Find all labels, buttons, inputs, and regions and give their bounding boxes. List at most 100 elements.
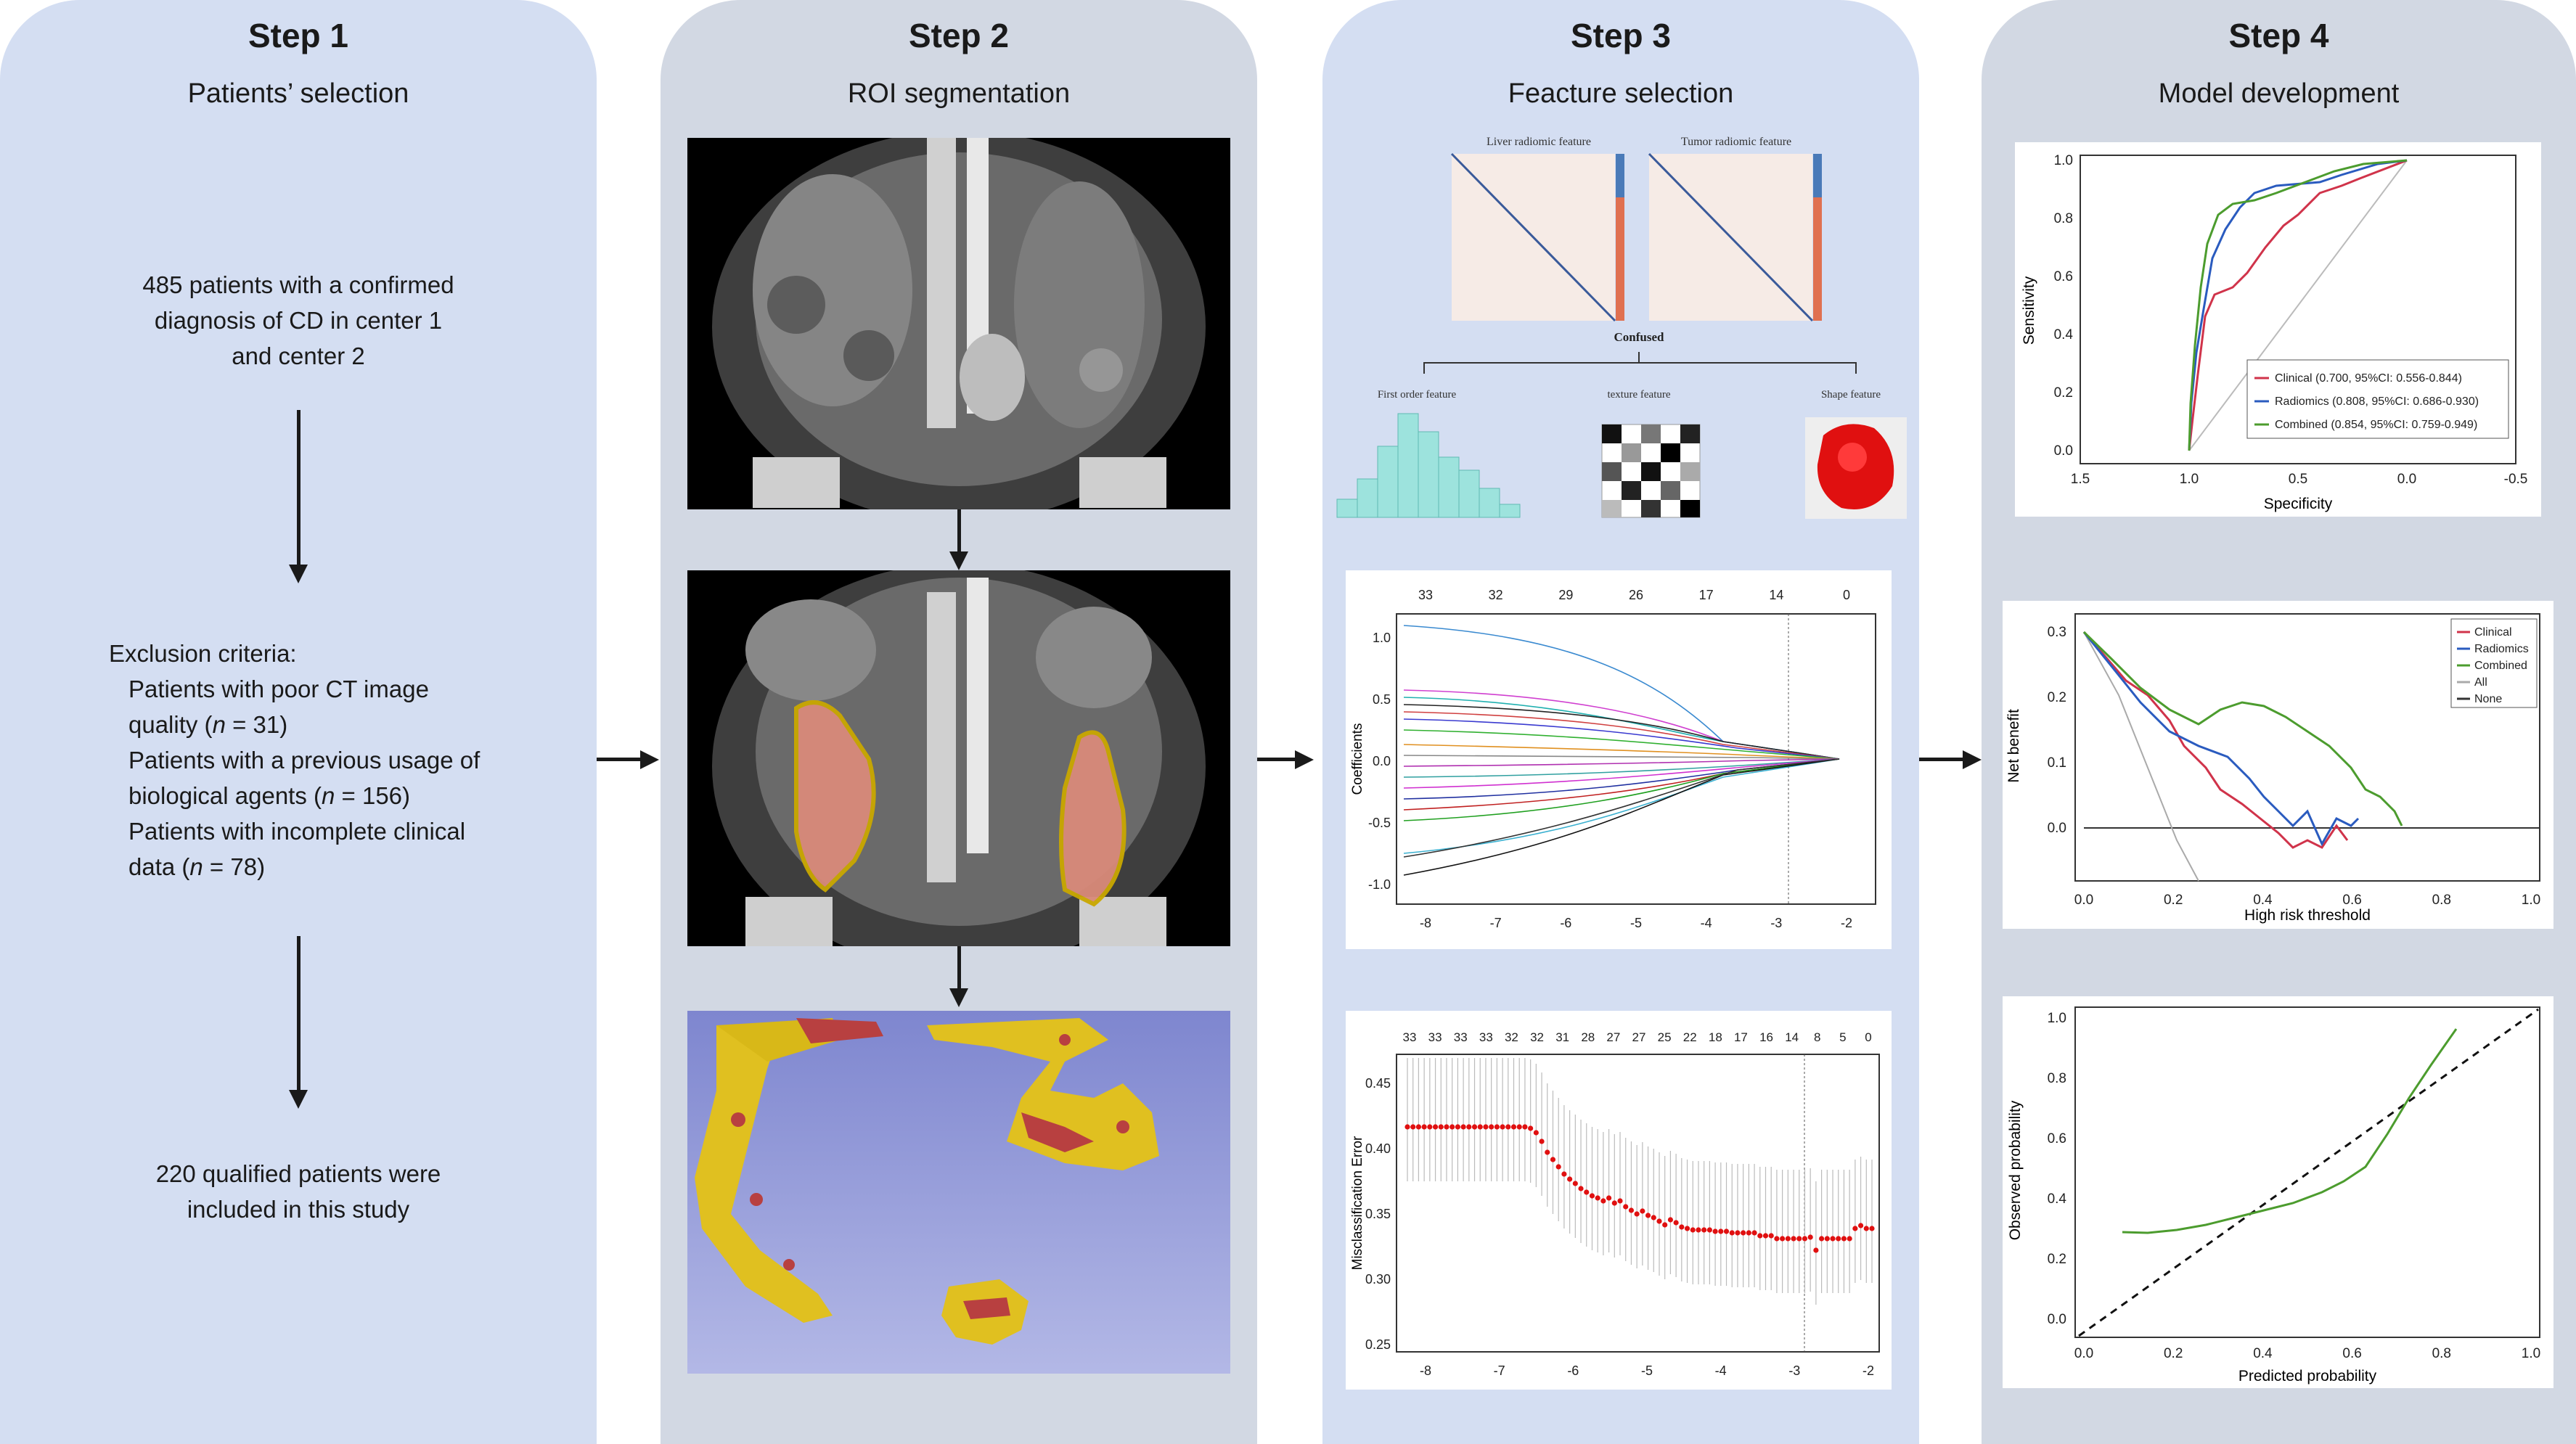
cv-point [1584,1189,1590,1195]
tick-label: 0.4 [2048,1191,2067,1207]
tick-label: 0.4 [2054,327,2074,342]
arrow-shaft [957,509,961,553]
cv-point [1483,1124,1489,1130]
y-axis-label: Coefficients [1350,723,1365,795]
step-subtitle: ROI segmentation [847,78,1071,109]
tick-label: -3 [1770,916,1782,930]
cv-point [1415,1124,1422,1130]
tick-label: 0.2 [2048,690,2066,705]
cv-point [1427,1124,1433,1130]
cv-point [1830,1236,1836,1242]
roc-curve-combined [2188,159,2408,451]
cv-point [1539,1139,1545,1144]
3d-reconstruction-image [687,1011,1230,1374]
cv-point [1489,1124,1495,1130]
arrow-head [949,988,968,1007]
tick-label: 0.2 [2054,385,2073,401]
cv-point [1600,1198,1606,1204]
feature-overview: Liver radiomic feature Tumor radiomic fe… [1336,136,1907,519]
cv-point [1751,1230,1757,1236]
tick-label: 26 [1629,588,1643,602]
cv-point [1706,1227,1712,1233]
x-tick-labels: -8 -7 -6 -5 -4 -3 -2 [1420,1363,1874,1378]
cv-point [1857,1223,1864,1228]
cv-point [1516,1124,1522,1130]
tick-label: 0.6 [2048,1131,2066,1146]
tick-label: 0.0 [2048,821,2066,836]
cv-point [1667,1217,1674,1223]
y-tick-labels: 1.0 0.8 0.6 0.4 0.2 0.0 [2048,1011,2067,1327]
dca-legend: Clinical Radiomics Combined All None [2450,618,2538,708]
arrow-shaft [597,758,642,761]
tick-label: 0 [1865,1030,1871,1044]
cv-point [1438,1124,1444,1130]
tick-label: 33 [1454,1030,1468,1044]
cv-point [1819,1236,1825,1242]
arrow-shaft [957,946,961,990]
cv-point [1645,1213,1651,1218]
arrow-shaft [1257,758,1296,761]
tick-label: 0 [1843,588,1850,602]
cv-point [1723,1228,1730,1234]
tick-label: 29 [1558,588,1573,602]
cv-point [1555,1164,1561,1170]
legend-label: Radiomics [2474,643,2529,655]
tick-label: -6 [1567,1363,1579,1378]
arrow-head [289,565,308,583]
tick-label: -7 [1494,1363,1505,1378]
y-tick-labels: 1.0 0.8 0.6 0.4 0.2 0.0 [2054,153,2074,459]
cv-point [1712,1228,1718,1234]
tick-label: 17 [1699,588,1714,602]
x-tick-labels: -8 -7 -6 -5 -4 -3 -2 [1420,916,1852,930]
tick-label: 0.8 [2054,211,2073,226]
tick-label: 0.6 [2342,893,2361,908]
tick-label: 0.3 [2048,625,2066,640]
tick-label: 32 [1489,588,1503,602]
step4-panel: Step 4 Model development 1.5 1.0 0.5 0.0 -0.… [1982,0,2576,1444]
tick-label: 0.2 [2164,893,2183,908]
cv-point [1572,1181,1578,1186]
cv-point [1718,1228,1724,1234]
cv-point [1449,1124,1455,1130]
tick-label: 0.0 [1373,754,1391,768]
dca-chart: 0.0 0.2 0.4 0.6 0.8 1.0 0.3 0.2 0.1 0.0 High ris… [2003,601,2553,929]
arrow-head [640,750,659,769]
dca-curve-clinical [2082,631,2349,849]
tick-label: 0.0 [2048,1312,2066,1327]
x-tick-labels: 0.0 0.2 0.4 0.6 0.8 1.0 [2074,1346,2540,1361]
cv-point [1735,1230,1741,1236]
tick-label: -4 [1701,916,1712,930]
y-axis-label: Sensitivity [2021,276,2037,345]
tick-label: 17 [1734,1030,1748,1044]
cv-point [1802,1236,1808,1242]
arrow-head [289,1090,308,1109]
cv-point [1690,1227,1696,1233]
calibration-curve [2122,1028,2458,1234]
cv-point [1477,1124,1483,1130]
cv-point [1774,1236,1780,1242]
cv-point [1595,1195,1600,1201]
cv-point [1852,1226,1858,1231]
tick-label: 16 [1759,1030,1773,1044]
tick-label: -2 [1841,916,1852,930]
cv-point [1640,1208,1645,1214]
tick-label: 32 [1530,1030,1544,1044]
tick-label: 33 [1479,1030,1493,1044]
roc-curve-radiomics [2188,159,2408,451]
x-axis-label: Predicted probability [2238,1368,2377,1384]
patients-line: 485 patients with a confirmed [142,271,454,298]
cv-point [1785,1236,1791,1242]
tick-label: 0.0 [2074,893,2093,908]
cv-point [1651,1215,1656,1221]
tick-label: 28 [1581,1030,1595,1044]
arrow-shaft [1919,758,1964,761]
tick-label: -0.5 [2504,472,2528,487]
tick-label: 27 [1606,1030,1620,1044]
roc-curve-clinical [2188,159,2408,451]
confused-label: Confused [1614,330,1665,344]
tick-label: 0.8 [2432,1346,2451,1361]
cv-point [1471,1124,1478,1130]
tick-label: 0.4 [2253,893,2273,908]
tick-label: 0.25 [1365,1337,1391,1352]
tick-label: 0.2 [2048,1252,2066,1267]
